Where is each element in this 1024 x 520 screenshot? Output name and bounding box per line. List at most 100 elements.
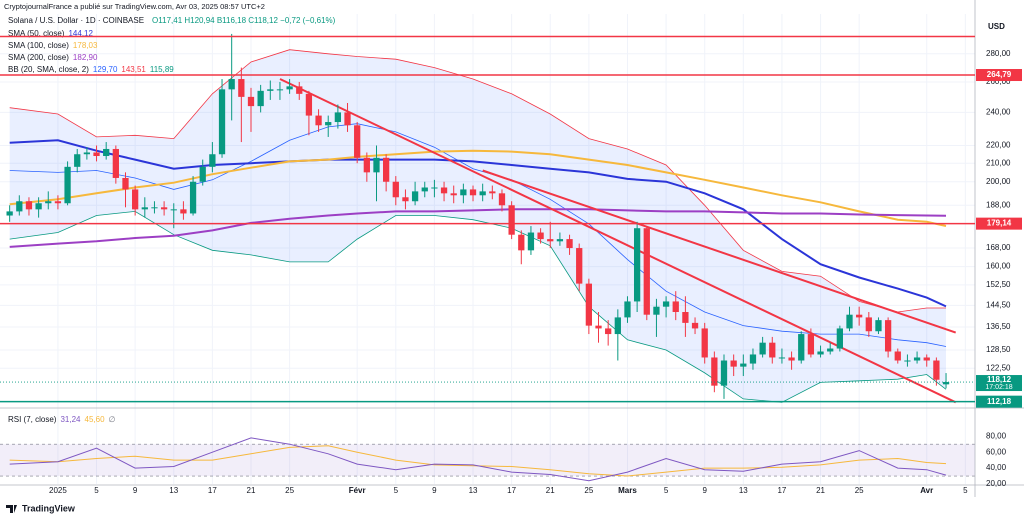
candle-body (83, 152, 91, 155)
candle-body (383, 157, 390, 182)
level-label: 264,79 (987, 70, 1012, 79)
sma-line (9, 208, 947, 248)
candle-body (701, 328, 708, 358)
y-tick-label: 210,00 (986, 158, 1011, 167)
y-tick-label: 122,50 (986, 363, 1011, 372)
axes: 280,00 260,00 240,00 220,00 210,00 200,00 188,… (49, 49, 1011, 495)
candle-body (720, 360, 728, 386)
candle-body (74, 154, 81, 167)
y-tick-label: 188,00 (986, 200, 1011, 209)
legend-value: 115,89 (150, 65, 174, 74)
candle-body (508, 205, 515, 235)
x-tick-label: 17 (507, 486, 516, 495)
candle-body (199, 166, 206, 182)
x-tick-label: 17 (777, 486, 786, 495)
candle-body (122, 177, 129, 190)
candle-body (933, 360, 940, 380)
candle-body (460, 189, 467, 196)
legend-name: SMA (50, close) (8, 29, 65, 38)
candle-body (605, 328, 612, 335)
bb-upper (9, 49, 946, 313)
level-tag (976, 217, 1022, 230)
grid (0, 14, 975, 484)
y-tick-label: 260,00 (986, 77, 1011, 86)
x-tick-label: 21 (546, 486, 555, 495)
level-tag (976, 395, 1022, 408)
candle-body (54, 201, 62, 204)
candle-body (305, 93, 313, 116)
candle-body (296, 86, 303, 94)
price-pane (6, 33, 957, 404)
currency: USD (988, 22, 1005, 31)
brand: TradingView (22, 503, 76, 513)
candle-body (286, 86, 293, 90)
x-tick-label: 21 (247, 486, 256, 495)
y-tick-label: 200,00 (986, 177, 1011, 186)
x-tick-label: 25 (855, 486, 864, 495)
trendline (279, 78, 957, 404)
x-tick-label: 9 (432, 486, 437, 495)
candle-body (247, 96, 255, 107)
x-tick-label: 2025 (49, 486, 67, 495)
candle-body (576, 248, 583, 284)
candle-body (151, 207, 158, 209)
legend-name: BB (20, SMA, close, 2) (8, 65, 89, 74)
x-tick-label: 25 (584, 486, 593, 495)
x-tick-label: 21 (816, 486, 825, 495)
candle-body (334, 112, 342, 123)
legend-value: 45,60 (85, 415, 106, 424)
candle-body (672, 301, 679, 313)
candle-body (749, 354, 757, 364)
x-tick-label: 13 (469, 486, 478, 495)
symbol: Solana / U.S. Dollar · 1D · COINBASE (8, 16, 144, 25)
candle-body (93, 152, 100, 157)
candle-body (16, 201, 23, 212)
candle-body (325, 122, 332, 126)
candle-body (527, 232, 535, 251)
candle-body (276, 89, 284, 91)
candle-body (662, 301, 670, 307)
candle-body (238, 79, 245, 97)
candle-body (653, 306, 660, 315)
candle-body (267, 89, 274, 91)
candle-body (411, 191, 419, 202)
candle-body (141, 207, 148, 210)
x-tick-label: 5 (394, 486, 399, 495)
candle-body (45, 201, 52, 204)
x-tick-label: 5 (664, 486, 669, 495)
candle-body (518, 234, 525, 251)
candle-body (180, 209, 187, 214)
candle-body (218, 89, 226, 155)
y-tick-label: 280,00 (986, 49, 1011, 58)
candle-body (354, 125, 361, 158)
candle-body (35, 203, 42, 210)
x-tick-label: 13 (169, 486, 178, 495)
x-tick-label: Avr (920, 486, 933, 495)
rsi-ma-line (9, 445, 947, 477)
y-tick-label: 128,50 (986, 345, 1011, 354)
candle-body (798, 334, 805, 361)
legend-value: 178,03 (73, 41, 98, 50)
last-price-label: 118,12 (987, 375, 1012, 384)
candle-body (209, 154, 216, 167)
candle-body (875, 320, 882, 332)
y-tick-label: 160,00 (986, 262, 1011, 271)
candle-body (624, 301, 631, 318)
legend-value: 31,24 (60, 415, 81, 424)
candle-body (392, 181, 399, 198)
candle-body (566, 239, 573, 249)
level-tag (976, 69, 1022, 82)
candle-body (894, 351, 901, 361)
y-tick-label: 240,00 (986, 108, 1011, 117)
candle-body (228, 79, 235, 90)
candle-body (904, 360, 911, 362)
rsi-band (0, 444, 975, 477)
level-label: 179,14 (987, 219, 1012, 228)
candle-body (856, 314, 863, 318)
x-tick-label: 17 (208, 486, 217, 495)
candle-body (498, 193, 506, 206)
rsi-tick-label: 40,00 (986, 463, 1007, 472)
candle-body (759, 342, 766, 355)
candle-body (836, 328, 843, 349)
